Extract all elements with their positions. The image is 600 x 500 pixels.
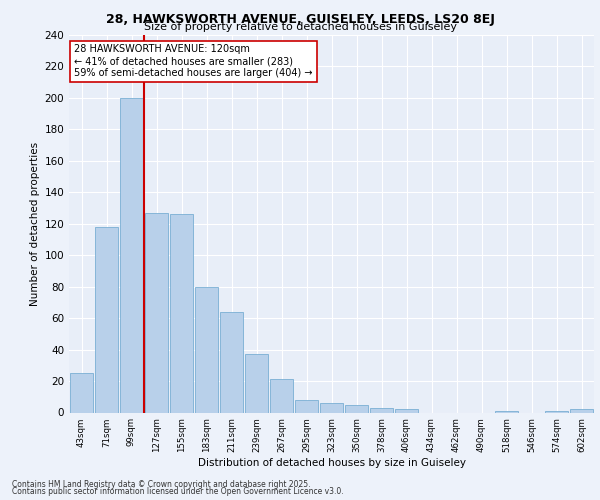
Bar (270, 380, 293, 412)
Bar (245, 354, 268, 412)
Bar (495, 411, 518, 412)
Bar (545, 411, 568, 412)
Bar (95, 227, 118, 412)
Bar (320, 403, 343, 412)
Text: 28, HAWKSWORTH AVENUE, GUISELEY, LEEDS, LS20 8EJ: 28, HAWKSWORTH AVENUE, GUISELEY, LEEDS, … (106, 12, 494, 26)
Bar (295, 400, 318, 412)
Text: Contains HM Land Registry data © Crown copyright and database right 2025.: Contains HM Land Registry data © Crown c… (12, 480, 311, 489)
Text: 28 HAWKSWORTH AVENUE: 120sqm
← 41% of detached houses are smaller (283)
59% of s: 28 HAWKSWORTH AVENUE: 120sqm ← 41% of de… (74, 44, 313, 78)
Y-axis label: Number of detached properties: Number of detached properties (30, 142, 40, 306)
Bar (170, 214, 193, 412)
Bar (570, 410, 593, 412)
Bar (370, 408, 393, 412)
X-axis label: Distribution of detached houses by size in Guiseley: Distribution of detached houses by size … (197, 458, 466, 468)
Bar (345, 404, 368, 412)
Text: Contains public sector information licensed under the Open Government Licence v3: Contains public sector information licen… (12, 487, 344, 496)
Bar (395, 410, 418, 412)
Text: Size of property relative to detached houses in Guiseley: Size of property relative to detached ho… (143, 22, 457, 32)
Bar (220, 312, 243, 412)
Bar (70, 373, 93, 412)
Bar (195, 286, 218, 412)
Bar (120, 98, 143, 412)
Bar (145, 212, 168, 412)
